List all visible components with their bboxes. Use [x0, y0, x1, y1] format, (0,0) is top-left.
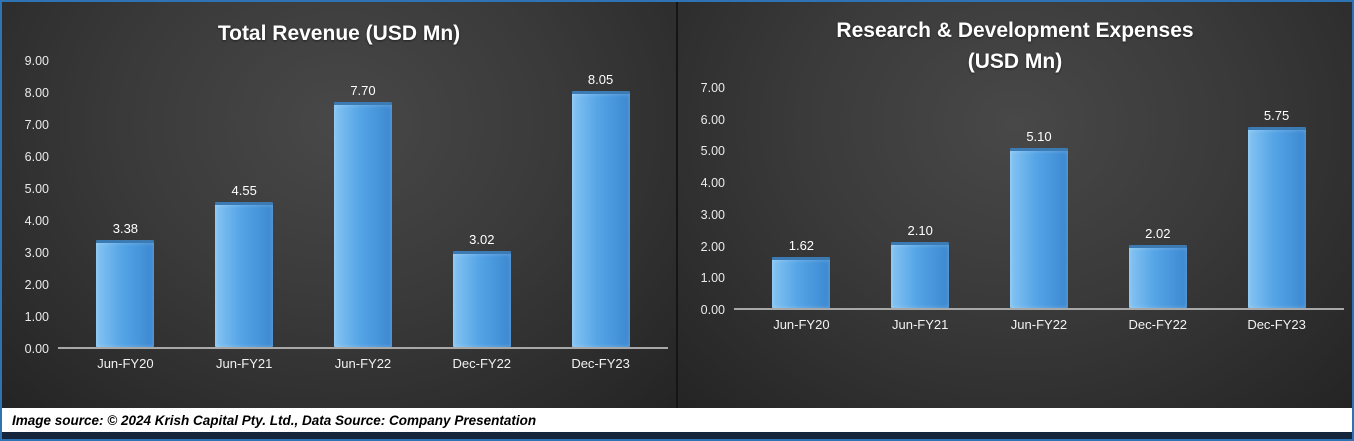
bar-value-label: 2.10	[907, 223, 933, 238]
bar-value-label: 7.70	[350, 83, 376, 99]
bar-cell: 3.38	[66, 61, 185, 347]
plot-area: 3.38 4.55 7.70 3.02 8.05	[58, 61, 668, 349]
y-tick-label: 4.00	[24, 214, 49, 228]
bar	[1128, 244, 1187, 308]
x-category-label: Dec-FY23	[1247, 317, 1306, 332]
plot-row: 7.00 6.00 5.00 4.00 3.00 2.00 1.00 0.00 1.62 2.1…	[686, 81, 1344, 317]
x-category-label: Jun-FY21	[216, 356, 273, 371]
rnd-expenses-chart: Research & Development Expenses (USD Mn) …	[676, 2, 1352, 408]
bar-cell: 7.70	[304, 61, 423, 347]
y-axis: 9.00 8.00 7.00 6.00 5.00 4.00 3.00 2.00 1.00 0.00	[10, 54, 58, 356]
bar-cell: 3.02	[422, 61, 541, 347]
y-tick-label: 4.00	[700, 176, 725, 191]
y-tick-label: 2.00	[700, 239, 725, 254]
bar-value-label: 3.02	[469, 232, 495, 248]
y-tick-label: 6.00	[700, 112, 725, 127]
image-source-footer: Image source: © 2024 Krish Capital Pty. …	[2, 408, 1352, 432]
bar-cell: 2.10	[861, 88, 980, 308]
plot-row: 9.00 8.00 7.00 6.00 5.00 4.00 3.00 2.00 1.00 0.00…	[10, 54, 668, 356]
chart-title-line: Research & Development Expenses	[836, 19, 1194, 42]
bar	[772, 257, 831, 308]
x-category-label: Jun-FY22	[334, 356, 392, 371]
x-category-label: Jun-FY20	[97, 356, 154, 371]
bar-cell: 1.62	[742, 88, 861, 308]
bar-cell: 8.05	[541, 61, 660, 347]
bar-value-label: 5.10	[1026, 128, 1052, 144]
x-category-label: Dec-FY22	[452, 356, 512, 371]
y-tick-label: 6.00	[24, 150, 49, 164]
y-tick-label: 0.00	[24, 342, 49, 356]
y-tick-label: 1.00	[24, 310, 49, 324]
charts-row: Total Revenue (USD Mn) 9.00 8.00 7.00 6.00 5…	[2, 2, 1352, 408]
y-tick-label: 8.00	[24, 86, 49, 100]
total-revenue-chart: Total Revenue (USD Mn) 9.00 8.00 7.00 6.00 5…	[2, 2, 676, 408]
bar-cell: 5.75	[1217, 88, 1336, 308]
chart-title-line: (USD Mn)	[967, 50, 1063, 73]
x-category-label: Jun-FY21	[892, 317, 949, 332]
x-category-label: Jun-FY20	[773, 317, 830, 332]
bar-value-label: 4.55	[231, 183, 257, 199]
bar	[1247, 127, 1306, 308]
bar-value-label: 1.62	[788, 238, 815, 254]
x-category-label: Dec-FY23	[571, 356, 630, 371]
bar-cell: 2.02	[1098, 88, 1217, 308]
bar-cell: 5.10	[980, 88, 1099, 308]
y-tick-label: 7.00	[700, 81, 725, 95]
y-tick-label: 9.00	[24, 54, 49, 68]
bar	[333, 102, 392, 347]
y-tick-label: 7.00	[24, 118, 49, 132]
plot-area: 1.62 2.10 5.10 2.02 5.75	[734, 88, 1344, 310]
y-tick-label: 2.00	[24, 278, 49, 292]
bar	[96, 239, 155, 347]
bar	[571, 91, 630, 347]
bottom-strip	[2, 432, 1352, 439]
y-axis: 7.00 6.00 5.00 4.00 3.00 2.00 1.00 0.00	[686, 81, 734, 317]
bar	[1009, 147, 1068, 308]
x-category-label: Jun-FY22	[1010, 317, 1068, 332]
y-tick-label: 5.00	[700, 144, 725, 159]
footer-text: Image source: © 2024 Krish Capital Pty. …	[12, 412, 537, 428]
y-tick-label: 0.00	[700, 303, 725, 317]
y-tick-label: 1.00	[700, 271, 725, 286]
bar-value-label: 3.38	[112, 220, 139, 236]
bar	[215, 202, 274, 347]
bar-cell: 4.55	[185, 61, 304, 347]
x-axis: Jun-FY20 Jun-FY21 Jun-FY22 Dec-FY22 Dec-FY23	[10, 349, 668, 371]
chart-title: Research & Development Expenses (USD Mn)	[686, 15, 1344, 77]
bar-value-label: 8.05	[587, 72, 614, 88]
y-tick-label: 3.00	[700, 207, 725, 222]
bar	[452, 251, 511, 347]
bar-value-label: 2.02	[1145, 225, 1171, 241]
y-tick-label: 3.00	[24, 246, 49, 260]
bar-value-label: 5.75	[1263, 108, 1290, 124]
x-category-label: Dec-FY22	[1128, 317, 1188, 332]
bar	[891, 242, 950, 308]
chart-title-line: Total Revenue (USD Mn)	[217, 22, 461, 45]
x-axis: Jun-FY20 Jun-FY21 Jun-FY22 Dec-FY22 Dec-FY23	[686, 310, 1344, 332]
y-tick-label: 5.00	[24, 182, 49, 196]
chart-title: Total Revenue (USD Mn)	[10, 18, 668, 49]
